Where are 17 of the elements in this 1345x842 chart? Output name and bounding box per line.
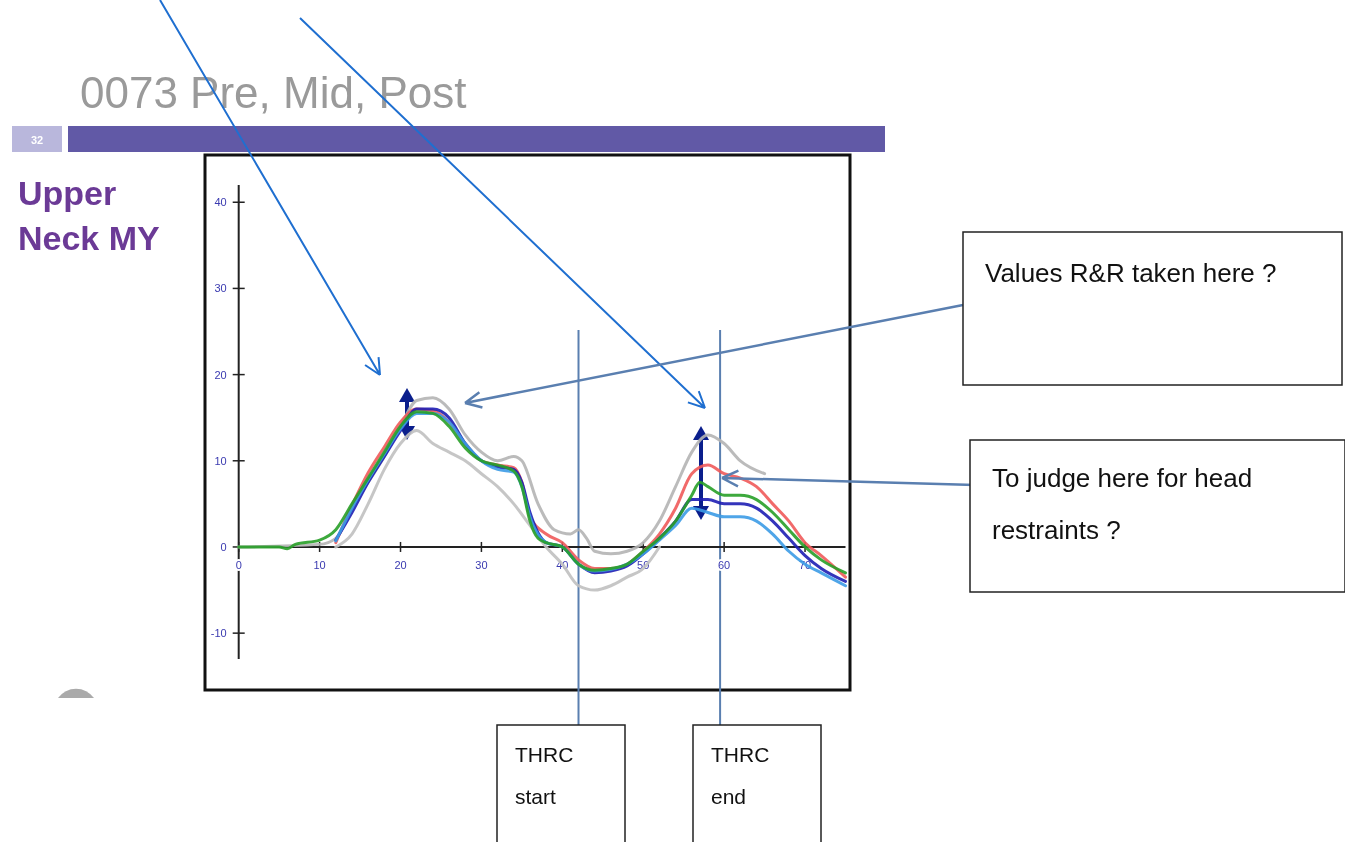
ref-line-label: THRC end (711, 743, 770, 808)
y-tick-label: 30 (214, 282, 227, 295)
y-tick-label: -10 (210, 627, 227, 640)
ref-line-label: THRC start (515, 743, 574, 808)
x-tick-label: 20 (394, 558, 407, 571)
x-tick-label: 10 (313, 558, 326, 571)
y-tick-label: 40 (214, 196, 227, 209)
text: To judge here for head restraints ? (992, 463, 1253, 545)
text: Values R&R taken here ? (985, 258, 1277, 288)
text: 32 (30, 134, 44, 146)
y-tick-label: 0 (220, 540, 227, 553)
x-tick-label: 40 (556, 558, 569, 571)
chart-subtitle: Upper Neck MY (18, 174, 161, 257)
x-tick-label: 50 (637, 558, 650, 571)
x-tick-label: 30 (475, 558, 488, 571)
y-tick-label: 20 (214, 368, 227, 381)
y-tick-label: 10 (214, 454, 227, 467)
